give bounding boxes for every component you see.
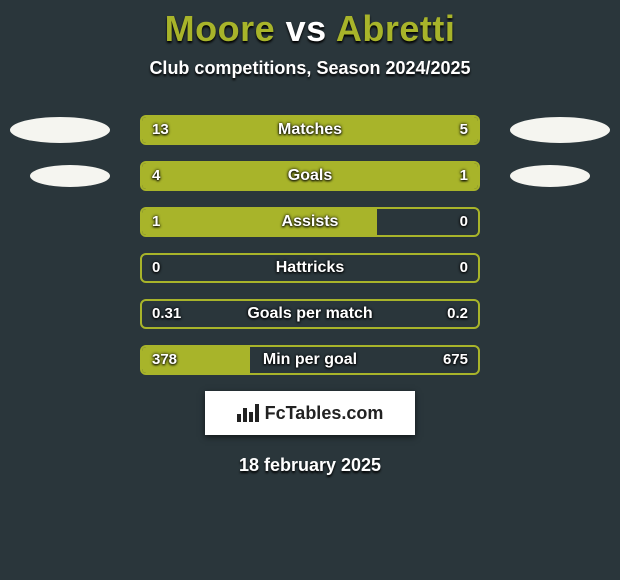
comparison-chart: 135Matches41Goals10Assists00Hattricks0.3… [0, 115, 620, 375]
player2-oval-icon [510, 117, 610, 143]
brand-bars-icon [237, 404, 259, 422]
value-left: 0.31 [152, 299, 181, 329]
stat-track [140, 161, 480, 191]
brand-text: FcTables.com [265, 403, 384, 423]
stat-row: 00Hattricks [0, 253, 620, 283]
value-left: 0 [152, 253, 160, 283]
stat-row: 378675Min per goal [0, 345, 620, 375]
bar-left [142, 117, 384, 143]
stat-row: 135Matches [0, 115, 620, 145]
player1-oval-icon [30, 165, 110, 187]
stat-track [140, 115, 480, 145]
value-right: 0 [460, 207, 468, 237]
bar-left [142, 209, 377, 235]
value-right: 5 [460, 115, 468, 145]
stat-track [140, 345, 480, 375]
player1-name: Moore [165, 8, 276, 49]
stat-row: 10Assists [0, 207, 620, 237]
value-left: 4 [152, 161, 160, 191]
value-left: 13 [152, 115, 169, 145]
player2-oval-icon [510, 165, 590, 187]
stat-row: 0.310.2Goals per match [0, 299, 620, 329]
value-right: 0 [460, 253, 468, 283]
subtitle: Club competitions, Season 2024/2025 [0, 58, 620, 79]
brand-badge: FcTables.com [205, 391, 415, 435]
page-title: Moore vs Abretti [0, 0, 620, 50]
player2-name: Abretti [336, 8, 456, 49]
stat-track [140, 299, 480, 329]
value-right: 1 [460, 161, 468, 191]
stat-track [140, 253, 480, 283]
value-left: 1 [152, 207, 160, 237]
value-right: 0.2 [447, 299, 468, 329]
player1-oval-icon [10, 117, 110, 143]
date-text: 18 february 2025 [0, 455, 620, 476]
bar-left [142, 163, 411, 189]
vs-text: vs [286, 8, 327, 49]
stat-row: 41Goals [0, 161, 620, 191]
value-left: 378 [152, 345, 177, 375]
value-right: 675 [443, 345, 468, 375]
stat-track [140, 207, 480, 237]
